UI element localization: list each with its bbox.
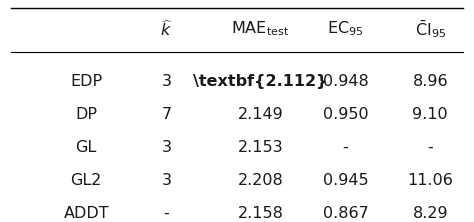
Text: GL: GL: [75, 140, 97, 155]
Text: 9.10: 9.10: [412, 107, 448, 122]
Text: 0.948: 0.948: [322, 74, 368, 89]
Text: DP: DP: [75, 107, 97, 122]
Text: 3: 3: [161, 140, 171, 155]
Text: \textbf{2.112}: \textbf{2.112}: [193, 74, 328, 89]
Text: EDP: EDP: [70, 74, 102, 89]
Text: 2.153: 2.153: [238, 140, 283, 155]
Text: 0.867: 0.867: [322, 206, 368, 221]
Text: 0.945: 0.945: [323, 173, 368, 188]
Text: 2.158: 2.158: [237, 206, 283, 221]
Text: 3: 3: [161, 74, 171, 89]
Text: 0.950: 0.950: [323, 107, 368, 122]
Text: -: -: [428, 140, 433, 155]
Text: 8.29: 8.29: [412, 206, 448, 221]
Text: 3: 3: [161, 173, 171, 188]
Text: EC$_{95}$: EC$_{95}$: [327, 20, 364, 38]
Text: 7: 7: [161, 107, 172, 122]
Text: ADDT: ADDT: [64, 206, 109, 221]
Text: -: -: [343, 140, 348, 155]
Text: -: -: [164, 206, 169, 221]
Text: $\widehat{k}$: $\widehat{k}$: [160, 19, 173, 39]
Text: 2.208: 2.208: [237, 173, 283, 188]
Text: 2.149: 2.149: [237, 107, 283, 122]
Text: GL2: GL2: [71, 173, 102, 188]
Text: 8.96: 8.96: [412, 74, 448, 89]
Text: 11.06: 11.06: [407, 173, 453, 188]
Text: MAE$_{\mathrm{test}}$: MAE$_{\mathrm{test}}$: [231, 20, 290, 38]
Text: $\bar{\mathrm{C}}\mathrm{I}_{95}$: $\bar{\mathrm{C}}\mathrm{I}_{95}$: [415, 18, 446, 40]
